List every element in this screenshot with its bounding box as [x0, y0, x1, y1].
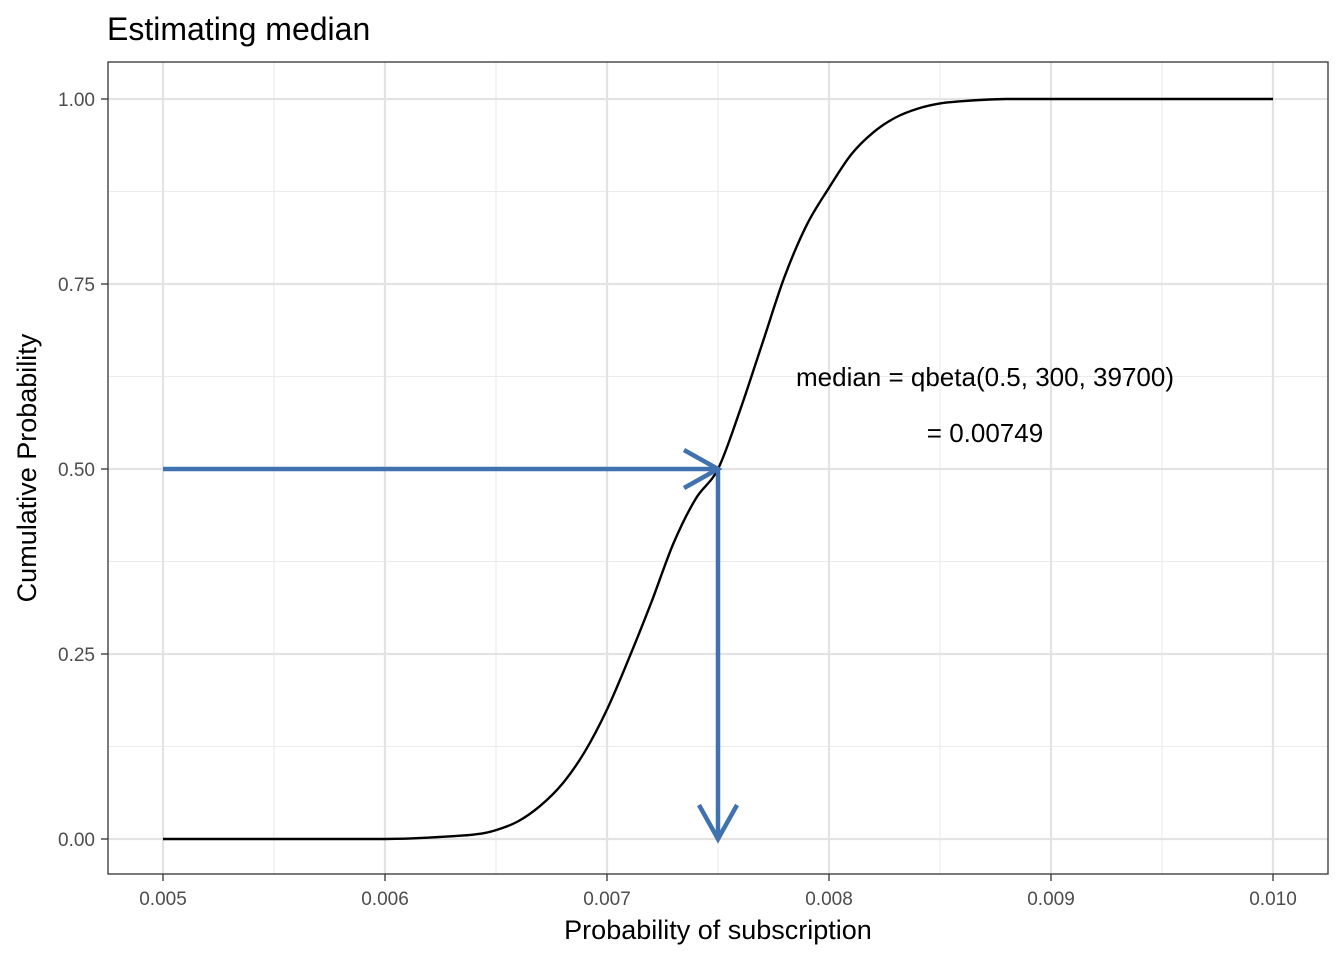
cdf-line	[163, 97, 1273, 841]
x-tick-label: 0.009	[1027, 889, 1075, 910]
y-tick-label: 0.75	[58, 275, 95, 296]
y-axis: 0.00 0.25 0.50 0.75 1.00	[58, 90, 108, 851]
annotation-layer: median = qbeta(0.5, 300, 39700) = 0.0074…	[163, 362, 1174, 844]
median-arrow-vertical	[697, 469, 739, 844]
y-axis-title: Cumulative Probability	[12, 333, 42, 602]
annotation-median-value: = 0.00749	[927, 418, 1043, 448]
x-tick-label: 0.008	[805, 889, 853, 910]
median-arrow-vertical-head	[697, 803, 739, 844]
x-tick-label: 0.007	[583, 889, 631, 910]
x-axis: 0.005 0.006 0.007 0.008 0.009 0.010	[139, 874, 1297, 910]
y-tick-label: 1.00	[58, 90, 95, 111]
x-axis-title: Probability of subscription	[564, 915, 872, 945]
y-tick-label: 0.50	[58, 460, 95, 481]
chart-title: Estimating median	[107, 11, 370, 47]
y-tick-label: 0.00	[58, 830, 95, 851]
plot-panel-border	[107, 61, 1329, 875]
x-tick-label: 0.010	[1249, 889, 1297, 910]
y-tick-label: 0.25	[58, 645, 95, 666]
x-tick-label: 0.006	[361, 889, 409, 910]
series-layer	[163, 97, 1273, 841]
median-arrow-horizontal	[163, 448, 723, 490]
x-tick-label: 0.005	[139, 889, 187, 910]
annotation-median-formula: median = qbeta(0.5, 300, 39700)	[796, 362, 1174, 392]
